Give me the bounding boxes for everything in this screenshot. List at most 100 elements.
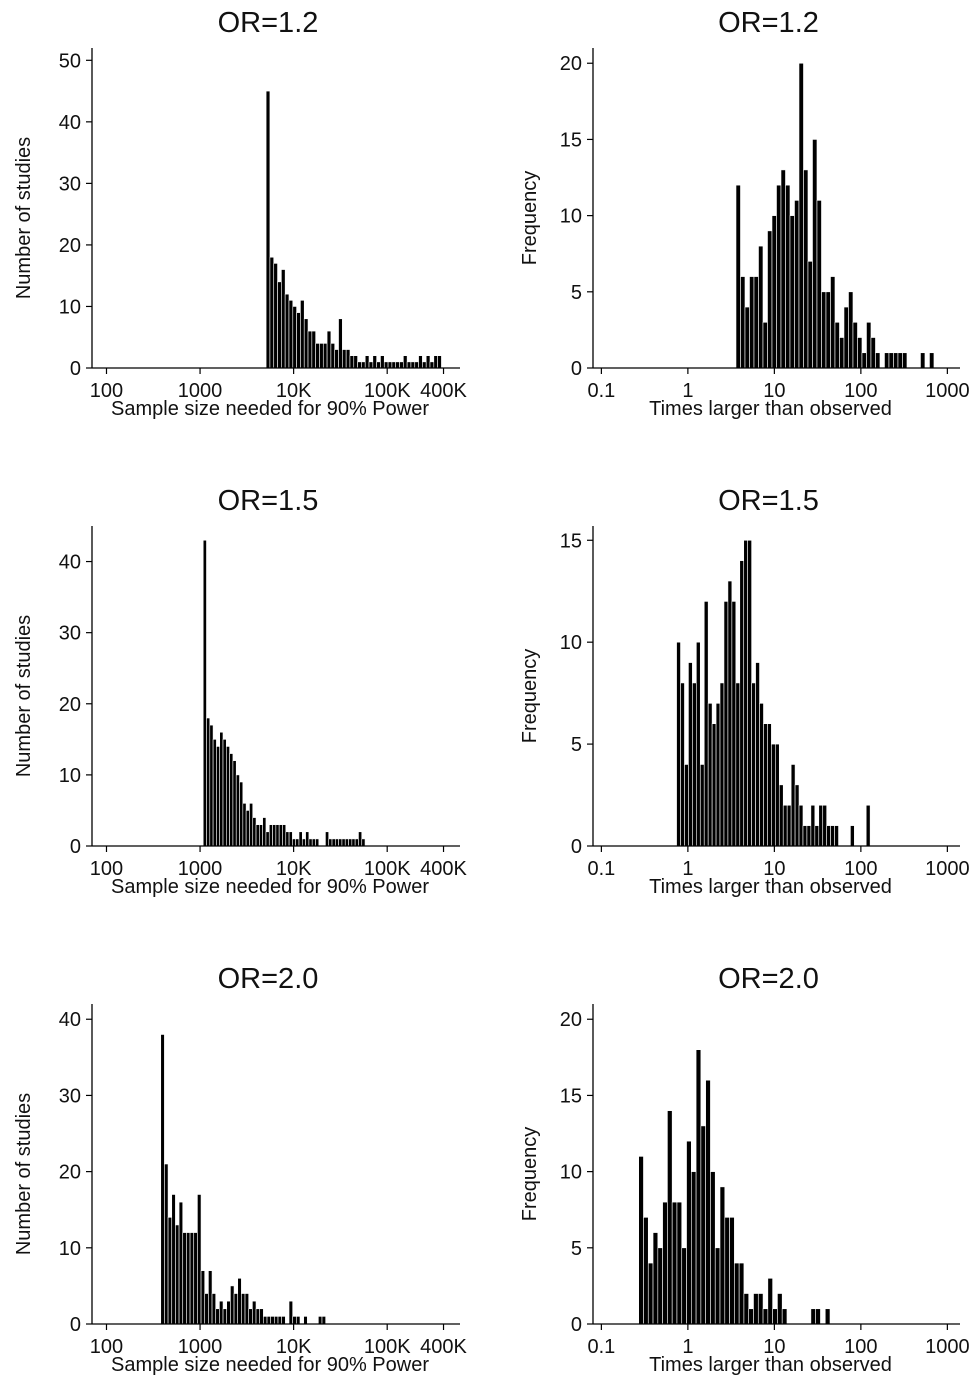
histogram-bar xyxy=(288,1300,293,1325)
histogram-bar xyxy=(425,355,431,369)
histogram-bar xyxy=(727,580,733,847)
x-tick-label: 100 xyxy=(844,1336,877,1358)
y-tick-label: 10 xyxy=(560,1162,582,1184)
histogram-bar xyxy=(354,838,359,847)
histogram-bar xyxy=(902,352,908,369)
y-tick-label: 40 xyxy=(59,1009,81,1031)
histogram-bar xyxy=(399,361,404,369)
histogram-bar xyxy=(711,723,717,847)
y-tick-label: 10 xyxy=(59,1238,81,1260)
histogram-bar xyxy=(738,1262,745,1325)
x-tick-label: 100K xyxy=(364,1336,411,1358)
histogram-bar xyxy=(307,330,313,369)
histogram-bar xyxy=(920,352,926,369)
histogram-bar xyxy=(298,831,303,847)
chart-4: OR=1.5 0 5 10 15 0.1 1 10 100 1000 Times larger th… xyxy=(519,485,970,898)
histogram-bar xyxy=(262,817,267,847)
histogram-bar xyxy=(703,601,709,847)
histogram-bar xyxy=(284,293,290,369)
y-tick-label: 5 xyxy=(571,282,582,304)
histogram-bar xyxy=(729,1217,735,1325)
histogram-bar xyxy=(215,1308,220,1325)
histogram-bar xyxy=(893,352,899,369)
x-tick-label: 400K xyxy=(420,1336,467,1358)
histogram-bar xyxy=(884,352,890,369)
histogram-bar xyxy=(259,1308,264,1325)
histogram-bar xyxy=(775,743,780,847)
histogram-bar xyxy=(202,539,207,847)
histogram-bar xyxy=(755,662,760,847)
histogram-bar xyxy=(826,825,831,847)
histogram-bar xyxy=(232,760,237,847)
histogram-bar xyxy=(380,355,385,369)
histogram-bar xyxy=(744,306,750,369)
histogram-bar xyxy=(321,1316,326,1325)
histogram-bar xyxy=(724,1217,730,1325)
histogram-bar xyxy=(684,764,689,847)
chart-6: OR=2.0 0 5 10 15 20 0.1 1 10 100 1000 Times larger … xyxy=(519,963,970,1376)
x-tick-label: 1000 xyxy=(925,380,970,402)
y-tick-label: 30 xyxy=(59,623,81,645)
histogram-bar xyxy=(230,1285,235,1325)
histogram-bar xyxy=(252,1300,257,1325)
histogram-bar xyxy=(816,200,822,369)
x-tick-label: 1 xyxy=(682,1336,693,1358)
chart-title: OR=2.0 xyxy=(218,963,319,995)
x-tick-label: 100K xyxy=(364,858,411,880)
y-tick-label: 50 xyxy=(59,50,81,72)
x-tick-label: 1000 xyxy=(925,858,970,880)
histogram-bar xyxy=(252,817,257,847)
histogram-bar xyxy=(638,1156,644,1325)
histogram-bar xyxy=(315,838,320,847)
histogram-bar xyxy=(182,1232,187,1325)
histogram-bar xyxy=(160,1034,165,1325)
histogram-bar xyxy=(235,774,240,847)
histogram-bar xyxy=(830,825,835,847)
histogram-bar xyxy=(734,1262,740,1325)
histogram-bar xyxy=(815,1308,821,1325)
histogram-bar xyxy=(772,1308,778,1325)
histogram-bar xyxy=(710,1171,716,1325)
histogram-bar xyxy=(273,263,278,369)
histogram-bar xyxy=(762,1308,769,1325)
histogram-bar xyxy=(719,1186,726,1325)
histogram-bar xyxy=(715,703,721,847)
histogram-bar xyxy=(671,1201,678,1325)
histogram-bar xyxy=(680,682,685,847)
histogram-bar xyxy=(767,723,772,847)
histogram-bar xyxy=(681,1247,687,1325)
histogram-bar xyxy=(700,1125,706,1325)
histogram-bar xyxy=(414,361,419,369)
histogram-bar xyxy=(331,838,336,847)
histogram-bar xyxy=(255,824,260,847)
histogram-bar xyxy=(178,1201,184,1325)
histogram-bar xyxy=(301,838,306,847)
histogram-bar xyxy=(798,62,804,369)
histogram-bar xyxy=(719,682,725,847)
y-tick-label: 20 xyxy=(59,235,81,257)
histogram-bar xyxy=(222,739,227,847)
histogram-bar xyxy=(834,825,839,847)
histogram-bar xyxy=(233,1293,238,1325)
histogram-bar xyxy=(303,318,309,369)
x-tick-label: 0.1 xyxy=(587,380,615,402)
x-tick-label: 100 xyxy=(844,858,877,880)
histogram-bar xyxy=(751,682,756,847)
y-tick-label: 0 xyxy=(571,358,582,380)
histogram-bar xyxy=(342,349,347,369)
x-tick-label: 100K xyxy=(364,380,411,402)
histogram-bar xyxy=(372,355,377,369)
histogram-bar xyxy=(281,269,286,369)
x-tick-label: 1 xyxy=(682,380,693,402)
histogram-bar xyxy=(403,355,408,369)
histogram-bar xyxy=(794,784,800,847)
histogram-bar xyxy=(647,1262,654,1325)
histogram-bar xyxy=(803,169,809,369)
histogram-bar xyxy=(739,560,745,847)
histogram-bar xyxy=(248,1308,253,1325)
histogram-bar xyxy=(245,810,250,847)
histogram-bar xyxy=(699,764,705,847)
histogram-bar xyxy=(212,739,217,847)
histogram-bar xyxy=(358,831,363,847)
x-axis-label: Times larger than observed xyxy=(649,876,892,898)
